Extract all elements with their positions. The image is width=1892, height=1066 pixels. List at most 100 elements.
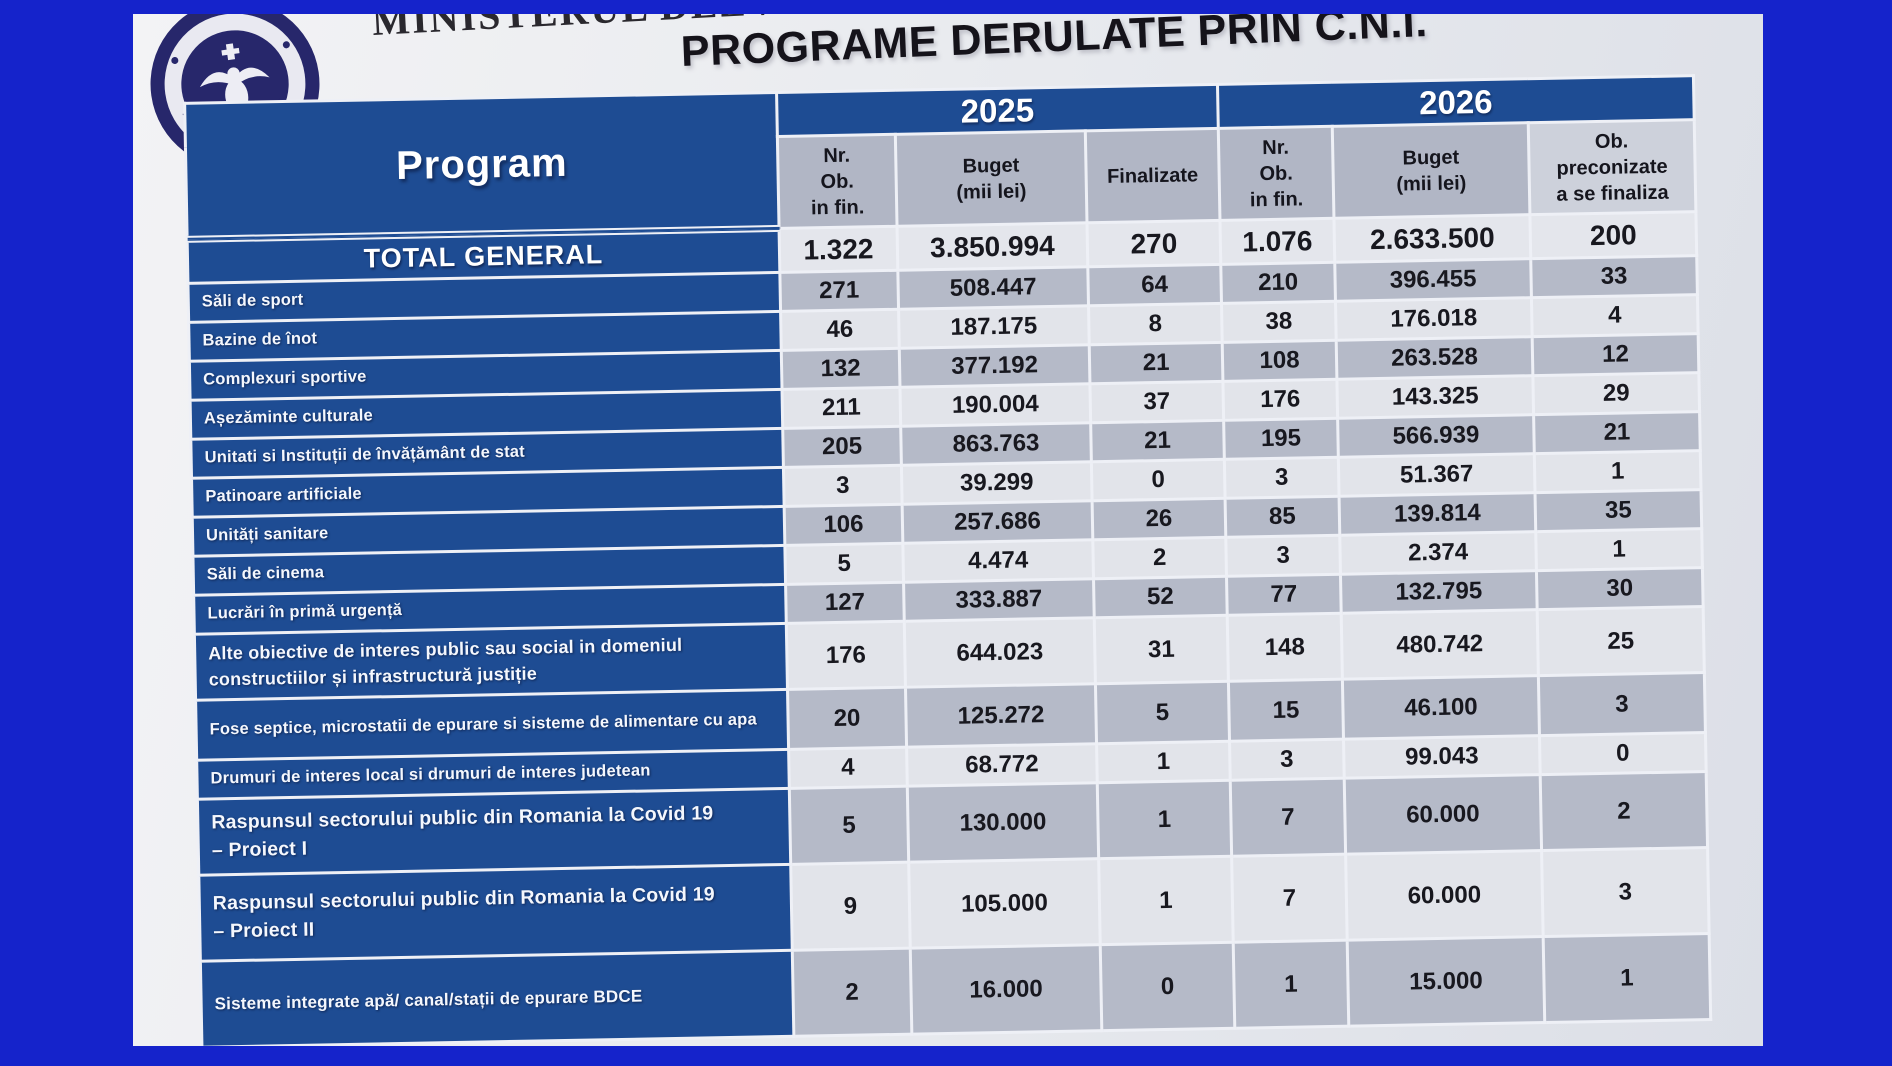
- value-cell: 2.633.500: [1333, 214, 1531, 263]
- value-cell: 271: [779, 270, 899, 312]
- value-cell: 211: [781, 387, 901, 429]
- value-cell: 77: [1226, 574, 1342, 616]
- value-cell: 51.367: [1338, 453, 1536, 497]
- value-cell: 127: [785, 582, 905, 624]
- value-cell: 257.686: [902, 500, 1093, 544]
- value-cell: 108: [1222, 340, 1337, 382]
- value-cell: 132: [781, 348, 900, 390]
- page-title: PROGRAME DERULATE PRIN C.N.I.: [680, 14, 1429, 76]
- value-cell: 1: [1535, 528, 1703, 571]
- value-cell: 46: [780, 309, 900, 351]
- value-cell: 0: [1539, 732, 1707, 775]
- value-cell: 4: [1531, 294, 1699, 337]
- value-cell: 132.795: [1340, 570, 1538, 614]
- value-cell: 139.814: [1339, 492, 1536, 536]
- value-cell: 508.447: [897, 266, 1089, 310]
- program-name-cell: Raspunsul sectorului public din Romania …: [197, 788, 791, 876]
- value-cell: 176: [786, 621, 906, 690]
- value-cell: 176: [1222, 379, 1338, 421]
- value-cell: 2: [792, 948, 912, 1037]
- value-cell: 176.018: [1335, 297, 1533, 341]
- program-name-cell: Alte obiective de interes public sau soc…: [194, 623, 788, 701]
- value-cell: 125.272: [905, 683, 1097, 748]
- col-header-nr-ob-2025: Nr. Ob. in fin.: [777, 134, 898, 229]
- value-cell: 64: [1087, 264, 1222, 306]
- value-cell: 21: [1533, 411, 1701, 454]
- program-column-header: Program: [184, 92, 780, 240]
- value-cell: 270: [1086, 220, 1221, 267]
- value-cell: 5: [789, 786, 909, 865]
- value-cell: 195: [1223, 418, 1339, 460]
- value-cell: 7: [1231, 854, 1348, 943]
- value-cell: 1.076: [1219, 218, 1335, 265]
- value-cell: 5: [784, 543, 904, 585]
- col-header-buget-2025: Buget (mii lei): [895, 130, 1087, 227]
- value-cell: 60.000: [1345, 850, 1544, 941]
- value-cell: 130.000: [907, 782, 1099, 863]
- value-cell: 15: [1228, 679, 1344, 742]
- value-cell: 863.763: [900, 422, 1092, 466]
- programs-table-wrap: Program 2025 2026 Nr. Ob. in fin. Buget …: [183, 74, 1712, 1046]
- value-cell: 1.322: [779, 226, 898, 273]
- value-cell: 377.192: [899, 344, 1090, 388]
- value-cell: 1: [1233, 940, 1349, 1029]
- col-header-nr-ob-2026: Nr. Ob. in fin.: [1218, 126, 1334, 221]
- value-cell: 30: [1536, 567, 1704, 610]
- value-cell: 396.455: [1334, 258, 1532, 302]
- value-cell: 35: [1535, 489, 1702, 532]
- value-cell: 8: [1088, 303, 1223, 345]
- value-cell: 480.742: [1341, 609, 1539, 680]
- value-cell: 148: [1227, 613, 1343, 682]
- col-header-ob-preconizate-2026: Ob. preconizate a se finaliza: [1528, 119, 1696, 215]
- value-cell: 2.374: [1339, 531, 1537, 575]
- value-cell: 16.000: [910, 944, 1102, 1035]
- value-cell: 1: [1096, 741, 1231, 783]
- value-cell: 3: [783, 465, 903, 507]
- value-cell: 20: [787, 687, 907, 750]
- value-cell: 333.887: [903, 578, 1095, 622]
- value-cell: 37: [1089, 381, 1224, 423]
- value-cell: 1: [1534, 450, 1701, 493]
- value-cell: 0: [1091, 459, 1226, 501]
- col-header-finalizate-2025: Finalizate: [1085, 128, 1220, 223]
- value-cell: 1: [1543, 933, 1711, 1023]
- value-cell: 85: [1225, 496, 1340, 538]
- value-cell: 25: [1537, 606, 1705, 676]
- value-cell: 46.100: [1342, 675, 1540, 740]
- value-cell: 143.325: [1336, 375, 1534, 419]
- value-cell: 106: [784, 504, 903, 546]
- program-name-cell: Fose septice, microstatii de epurare si …: [195, 689, 789, 761]
- program-name-cell: Sisteme integrate apă/ canal/stații de e…: [200, 950, 794, 1046]
- value-cell: 3: [1224, 457, 1340, 499]
- value-cell: 3.850.994: [897, 222, 1088, 271]
- program-name-cell: Raspunsul sectorului public din Romania …: [198, 864, 793, 962]
- value-cell: 3: [1229, 739, 1345, 781]
- value-cell: 7: [1230, 778, 1346, 857]
- value-cell: 39.299: [901, 461, 1093, 505]
- value-cell: 210: [1220, 262, 1336, 304]
- value-cell: 644.023: [904, 617, 1096, 688]
- value-cell: 1: [1098, 856, 1234, 945]
- value-cell: 4: [788, 747, 908, 789]
- value-cell: 5: [1095, 681, 1230, 744]
- programs-table: Program 2025 2026 Nr. Ob. in fin. Buget …: [183, 74, 1712, 1046]
- value-cell: 15.000: [1347, 936, 1545, 1027]
- presentation-slide: ROMÂNIEI MINISTERUL DEZVOLTĂRII, PROGRAM…: [133, 14, 1763, 1046]
- value-cell: 99.043: [1343, 735, 1541, 779]
- value-cell: 68.772: [906, 743, 1098, 787]
- value-cell: 21: [1089, 342, 1223, 384]
- value-cell: 26: [1092, 498, 1226, 540]
- value-cell: 566.939: [1337, 414, 1535, 458]
- value-cell: 21: [1090, 420, 1225, 462]
- value-cell: 3: [1225, 535, 1341, 577]
- value-cell: 190.004: [899, 383, 1091, 427]
- value-cell: 12: [1532, 333, 1699, 376]
- value-cell: 3: [1538, 672, 1706, 736]
- value-cell: 9: [790, 862, 911, 951]
- value-cell: 2: [1092, 537, 1227, 579]
- value-cell: 263.528: [1336, 336, 1533, 380]
- value-cell: 4.474: [902, 539, 1094, 583]
- value-cell: 29: [1532, 372, 1700, 415]
- value-cell: 52: [1093, 576, 1228, 618]
- value-cell: 105.000: [908, 858, 1101, 949]
